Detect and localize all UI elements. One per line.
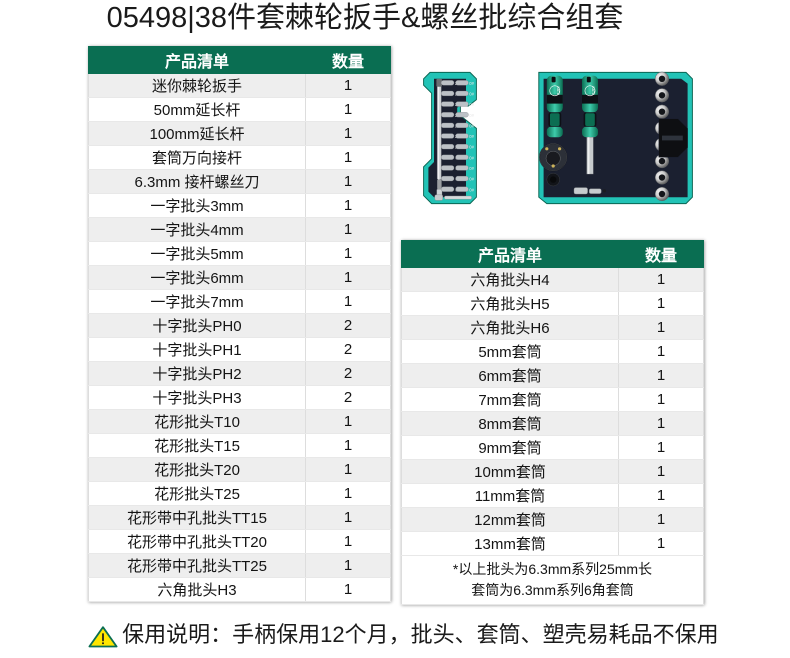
svg-text:0#: 0# [469, 155, 474, 160]
svg-text:0#: 0# [469, 187, 474, 192]
svg-text:0#: 0# [469, 166, 474, 171]
svg-text:0#: 0# [469, 81, 474, 86]
svg-text:0#: 0# [469, 102, 474, 107]
svg-text:0#: 0# [469, 177, 474, 182]
svg-text:0#: 0# [469, 134, 474, 139]
svg-text:0#: 0# [469, 123, 474, 128]
svg-text:0#: 0# [469, 145, 474, 150]
svg-text:SATA: SATA [556, 86, 560, 96]
svg-text:0#: 0# [469, 92, 474, 97]
svg-text:0#: 0# [469, 113, 474, 118]
svg-text:SATA: SATA [591, 86, 595, 96]
